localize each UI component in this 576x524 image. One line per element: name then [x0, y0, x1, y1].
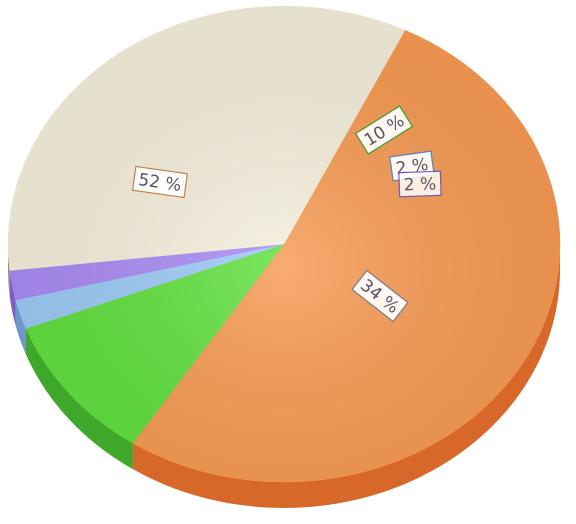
slice-label-3: 2 % — [398, 170, 442, 198]
slice-label-box-3 — [398, 170, 442, 198]
slice-label-box-0 — [131, 165, 189, 199]
pie-slices — [7, 5, 561, 483]
slice-label-0: 52 % — [131, 165, 189, 199]
slice-label-text-3: 2 % — [404, 174, 437, 195]
slice-label-box-1 — [354, 105, 414, 155]
slice-label-box-4 — [351, 269, 409, 323]
